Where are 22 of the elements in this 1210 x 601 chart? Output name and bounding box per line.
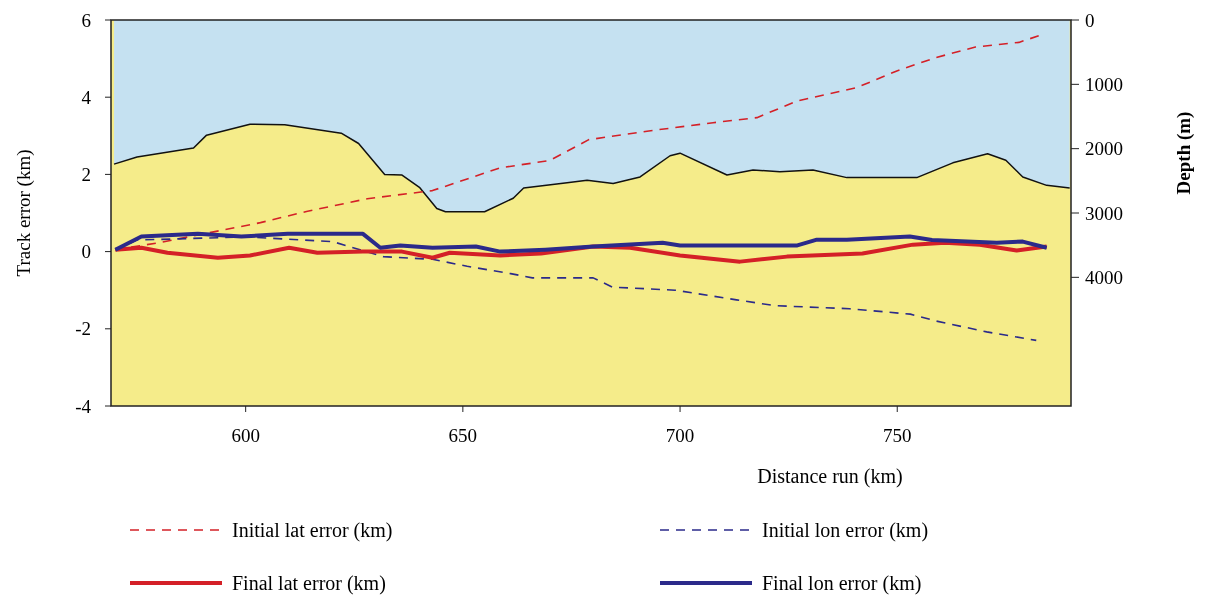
x-tick-label: 650 bbox=[448, 425, 478, 446]
y-tick-label: -4 bbox=[75, 395, 92, 417]
y2-axis-title: Depth (m) bbox=[1173, 111, 1195, 195]
x-axis-title: Distance run (km) bbox=[757, 465, 903, 488]
y2-tick-label: 2000 bbox=[1085, 138, 1123, 160]
y2-tick-label: 0 bbox=[1085, 9, 1095, 31]
y-tick-label: 2 bbox=[81, 164, 91, 186]
legend-label: Final lon error (km) bbox=[762, 572, 922, 595]
y-axis-title: Track error (km) bbox=[13, 149, 35, 277]
x-tick-label: 750 bbox=[882, 425, 912, 446]
legend-label: Initial lat error (km) bbox=[232, 519, 393, 542]
legend-label: Initial lon error (km) bbox=[762, 519, 929, 542]
y-tick-label: -2 bbox=[75, 318, 91, 340]
y-tick-label: 6 bbox=[81, 9, 91, 31]
y-tick-label: 0 bbox=[81, 241, 91, 263]
y2-tick-label: 4000 bbox=[1085, 266, 1123, 288]
y2-tick-label: 3000 bbox=[1085, 202, 1123, 224]
y2-tick-label: 1000 bbox=[1085, 73, 1123, 95]
x-tick-label: 700 bbox=[665, 425, 695, 446]
legend-label: Final lat error (km) bbox=[232, 572, 386, 595]
y-tick-label: 4 bbox=[81, 86, 92, 108]
x-tick-label: 600 bbox=[231, 425, 260, 446]
